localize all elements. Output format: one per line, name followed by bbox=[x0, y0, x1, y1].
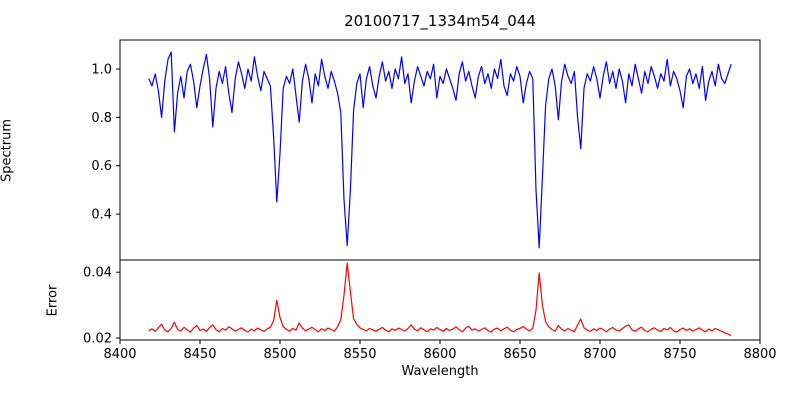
x-tick-label: 8600 bbox=[423, 347, 456, 362]
x-tick-label: 8500 bbox=[263, 347, 296, 362]
error-line bbox=[148, 262, 732, 336]
spectrum-panel-frame bbox=[119, 39, 761, 261]
x-tick-label: 8750 bbox=[663, 347, 696, 362]
y-tick-label: 0.4 bbox=[91, 208, 112, 223]
y-tick-label: 0.8 bbox=[91, 111, 112, 126]
y-tick-label: 0.6 bbox=[91, 159, 112, 174]
x-axis-label: Wavelength bbox=[401, 364, 479, 379]
error-panel-frame bbox=[119, 259, 761, 341]
y-tick-label: 0.04 bbox=[83, 266, 112, 281]
x-tick-label: 8800 bbox=[743, 347, 776, 362]
x-tick-label: 8650 bbox=[503, 347, 536, 362]
x-tick-label: 8400 bbox=[103, 347, 136, 362]
chart-title: 20100717_1334m54_044 bbox=[344, 12, 536, 30]
x-tick-label: 8450 bbox=[183, 347, 216, 362]
x-tick-label: 8550 bbox=[343, 347, 376, 362]
y-tick-label: 0.02 bbox=[83, 332, 112, 347]
spectrum-line bbox=[148, 51, 732, 249]
x-tick-label: 8700 bbox=[583, 347, 616, 362]
y-tick-label: 1.0 bbox=[91, 63, 112, 78]
